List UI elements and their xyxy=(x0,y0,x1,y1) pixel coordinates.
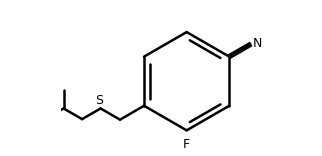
Text: S: S xyxy=(96,94,103,107)
Text: F: F xyxy=(183,139,190,151)
Text: N: N xyxy=(253,37,262,50)
